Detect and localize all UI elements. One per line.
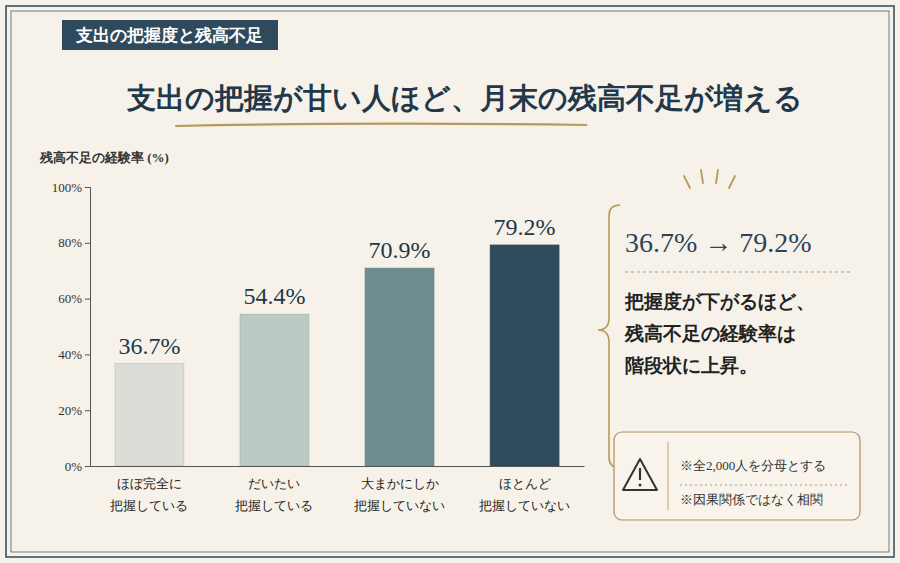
x-axis: ほぼ完全に把握している だいたい把握している 大まかにしか把握していないほとんど把握… — [91, 466, 585, 513]
y-tick: 0% — [65, 459, 90, 474]
x-tick-label: ほとんど把握していない — [479, 476, 570, 513]
y-tick-mark — [85, 243, 90, 244]
y-tick: 80% — [58, 235, 90, 250]
subtitle-tag: 支出の把握度と残高不足 — [62, 20, 278, 50]
summary-panel: 36.7% → 79.2% 把握度が下がるほど、残高不足の経験率は階段状に上昇。 — [598, 170, 852, 468]
x-tick: 大まかにしか把握していない — [354, 466, 445, 513]
data-labels: 36.7% 54.4% 70.9% 79.2% — [118, 214, 555, 359]
data-label: 54.4% — [243, 283, 305, 309]
y-tick: 40% — [58, 347, 90, 362]
y-tick-label: 40% — [58, 347, 82, 362]
notes-separator — [668, 442, 669, 510]
y-axis-line — [85, 188, 91, 467]
y-axis: 0% 20% 40% 60% 80% 100% — [52, 180, 91, 474]
ray — [701, 170, 703, 183]
chart-svg: 支出の把握度と残高不足支出の把握が甘い人ほど、月末の残高不足が増える残高不足の経… — [0, 0, 900, 563]
x-tick-label: ほぼ完全に把握している — [110, 476, 188, 513]
description-line: 残高不足の経験率は — [624, 323, 796, 344]
notes-divider — [680, 485, 848, 486]
divider — [625, 272, 852, 273]
warning-icon-dot — [639, 484, 642, 487]
notes-box: ※全2,000人を分母とする ※因果関係ではなく相関 — [614, 432, 860, 520]
data-label: 70.9% — [369, 237, 431, 263]
title-underline — [176, 124, 586, 126]
title: 支出の把握が甘い人ほど、月末の残高不足が増える — [126, 82, 803, 114]
frame-inner — [11, 11, 889, 552]
y-tick-label: 20% — [58, 403, 82, 418]
ray — [729, 176, 735, 188]
frame-outer — [6, 6, 894, 557]
note: ※因果関係ではなく相関 — [680, 492, 823, 507]
chart-root: 支出の把握度と残高不足支出の把握が甘い人ほど、月末の残高不足が増える残高不足の経… — [0, 0, 900, 563]
warning-icon — [623, 459, 657, 490]
x-tick: ほとんど把握していない — [479, 466, 570, 513]
y-tick-label: 80% — [58, 235, 82, 250]
x-tick-label: だいたい把握している — [235, 476, 313, 513]
y-tick-mark — [85, 299, 90, 300]
y-tick-label: 100% — [52, 180, 83, 195]
bar — [115, 364, 184, 466]
x-tick-label: 大まかにしか把握していない — [354, 476, 445, 513]
y-tick: 60% — [58, 291, 90, 306]
subtitle: 支出の把握度と残高不足 — [75, 26, 263, 45]
y-tick-mark — [85, 466, 90, 467]
bar — [365, 268, 434, 466]
background — [0, 0, 900, 563]
x-tick: ほぼ完全に把握している — [110, 466, 188, 513]
highlight: 36.7% → 79.2% — [625, 227, 812, 258]
ray — [684, 176, 690, 188]
bar — [240, 314, 309, 466]
warning-icon-bar — [639, 468, 641, 480]
description-line: 階段状に上昇。 — [625, 355, 758, 376]
y-axis-title: 残高不足の経験率 (%) — [39, 150, 169, 165]
data-label: 36.7% — [118, 333, 180, 359]
description-line: 把握度が下がるほど、 — [624, 291, 815, 312]
data-label: 79.2% — [494, 214, 556, 240]
y-tick: 20% — [58, 403, 90, 418]
y-tick-mark — [85, 410, 90, 411]
subtitle-box — [62, 20, 278, 50]
y-tick-label: 60% — [58, 291, 82, 306]
brace — [598, 205, 620, 468]
notes-frame — [614, 432, 860, 520]
x-tick: だいたい把握している — [235, 466, 313, 513]
y-tick-mark — [85, 187, 90, 188]
bars — [115, 245, 559, 466]
y-tick: 100% — [52, 180, 90, 195]
note: ※全2,000人を分母とする — [680, 458, 826, 473]
y-tick-label: 0% — [65, 459, 83, 474]
bar — [490, 245, 559, 466]
y-tick-mark — [85, 354, 90, 355]
x-axis-line — [91, 466, 585, 467]
ray — [716, 170, 718, 183]
